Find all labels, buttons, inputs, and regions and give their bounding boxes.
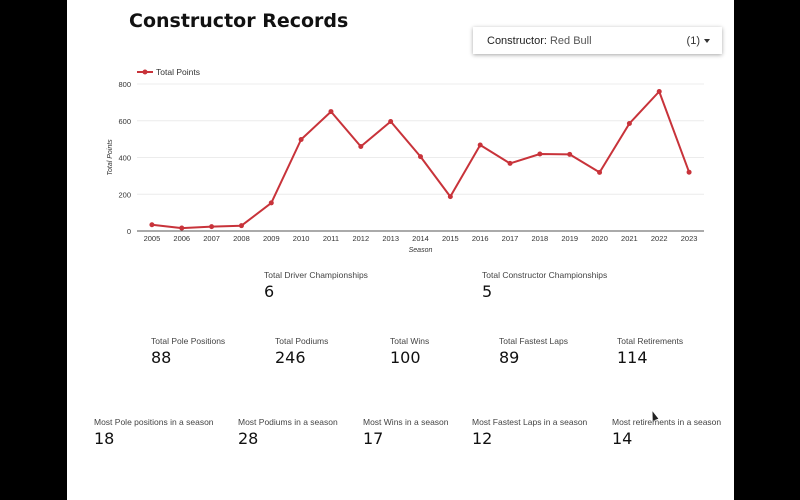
x-tick-label: 2013 <box>382 234 399 243</box>
x-tick-label: 2020 <box>591 234 608 243</box>
stat-value: 12 <box>472 429 493 448</box>
stat-label: Total Podiums <box>275 336 329 346</box>
x-tick-label: 2008 <box>233 234 250 243</box>
x-axis-title: Season <box>409 247 433 254</box>
stat-total-wins: Total Wins 100 <box>390 336 429 367</box>
stat-total-driver-championships: Total Driver Championships 6 <box>264 270 368 301</box>
x-tick-label: 2011 <box>323 234 339 243</box>
stat-value: 246 <box>275 348 306 367</box>
stat-most-podiums-season: Most Podiums in a season 28 <box>238 417 338 448</box>
x-tick-label: 2018 <box>532 234 549 243</box>
data-point <box>686 169 692 175</box>
data-point <box>507 160 513 166</box>
data-point <box>209 224 215 230</box>
stat-total-constructor-championships: Total Constructor Championships 5 <box>482 270 607 301</box>
stat-label: Total Pole Positions <box>151 336 226 346</box>
constructor-filter-dropdown[interactable]: Constructor: Red Bull (1) <box>473 27 722 54</box>
x-tick-label: 2005 <box>144 234 161 243</box>
stat-label: Total Driver Championships <box>264 270 368 280</box>
stat-label: Most Pole positions in a season <box>94 417 214 427</box>
stat-most-pole-positions-season: Most Pole positions in a season 18 <box>94 417 214 448</box>
stat-most-wins-season: Most Wins in a season 17 <box>363 417 449 448</box>
x-tick-label: 2019 <box>561 234 578 243</box>
data-point <box>149 222 155 228</box>
stat-label: Total Wins <box>390 336 430 346</box>
filter-value: Red Bull <box>549 35 592 47</box>
dashboard-page: Constructor Records Constructor: Red Bul… <box>67 0 734 500</box>
filter-text: Constructor: Red Bull <box>487 35 592 47</box>
x-tick-label: 2022 <box>651 234 668 243</box>
series-line <box>151 90 691 230</box>
stat-value: 14 <box>612 429 633 448</box>
data-point <box>626 121 632 127</box>
stat-value: 100 <box>390 348 421 367</box>
data-point <box>179 225 185 231</box>
filter-count: (1) <box>686 35 700 47</box>
y-tick-label: 0 <box>127 227 131 236</box>
stat-label: Total Constructor Championships <box>482 270 608 280</box>
total-points-chart: 0 200 400 600 800 2005 2006 2007 2008 2009 2010 201… <box>107 67 704 254</box>
data-point <box>358 143 364 149</box>
x-tick-label: 2012 <box>352 234 369 243</box>
y-axis-title: Total Points <box>107 139 114 176</box>
x-tick-label: 2010 <box>293 234 310 243</box>
data-point <box>418 154 423 160</box>
data-point <box>238 223 244 229</box>
x-tick-label: 2006 <box>173 234 190 243</box>
stat-label: Most Wins in a season <box>363 417 449 427</box>
stat-most-retirements-season: Most retirements in a season 14 <box>612 417 721 448</box>
stat-total-pole-positions: Total Pole Positions 88 <box>151 336 225 367</box>
stat-value: 88 <box>151 348 172 367</box>
filter-label: Constructor <box>487 35 544 47</box>
stat-value: 28 <box>238 429 259 448</box>
y-tick-label: 200 <box>118 190 131 199</box>
y-tick-label: 400 <box>118 154 131 163</box>
y-tick-label: 800 <box>118 80 131 89</box>
legend-marker <box>142 69 148 75</box>
data-point <box>597 169 603 175</box>
x-tick-label: 2016 <box>472 234 489 243</box>
stat-value: 89 <box>499 348 520 367</box>
data-point <box>388 118 394 124</box>
x-tick-label: 2009 <box>263 234 280 243</box>
data-point <box>328 109 334 115</box>
stat-total-fastest-laps: Total Fastest Laps 89 <box>499 336 568 367</box>
data-point <box>477 142 483 148</box>
stat-label: Most retirements in a season <box>612 417 722 427</box>
chevron-down-icon <box>704 39 710 43</box>
data-point <box>268 200 274 206</box>
stat-total-retirements: Total Retirements 114 <box>617 336 683 367</box>
stat-value: 18 <box>94 429 115 448</box>
data-point <box>447 194 453 200</box>
page-title: Constructor Records <box>129 10 349 32</box>
stat-label: Most Podiums in a season <box>238 417 338 427</box>
x-tick-label: 2021 <box>621 234 638 243</box>
stat-label: Total Fastest Laps <box>499 336 568 346</box>
data-point <box>537 151 543 157</box>
stat-most-fastest-laps-season: Most Fastest Laps in a season 12 <box>472 417 587 448</box>
stat-value: 5 <box>482 282 493 301</box>
stat-total-podiums: Total Podiums 246 <box>275 336 328 367</box>
stat-value: 6 <box>264 282 275 301</box>
x-tick-label: 2015 <box>442 234 459 243</box>
y-tick-label: 600 <box>118 117 131 126</box>
stat-value: 114 <box>617 348 648 367</box>
stat-label: Total Retirements <box>617 336 684 346</box>
stat-label: Most Fastest Laps in a season <box>472 417 588 427</box>
x-tick-label: 2014 <box>412 234 429 243</box>
data-point <box>656 89 662 95</box>
x-tick-label: 2007 <box>203 234 220 243</box>
x-tick-label: 2017 <box>502 234 519 243</box>
data-point <box>298 136 304 142</box>
legend-label: Total Points <box>156 67 200 77</box>
stat-value: 17 <box>363 429 384 448</box>
data-point <box>567 151 573 157</box>
x-tick-label: 2023 <box>681 234 698 243</box>
